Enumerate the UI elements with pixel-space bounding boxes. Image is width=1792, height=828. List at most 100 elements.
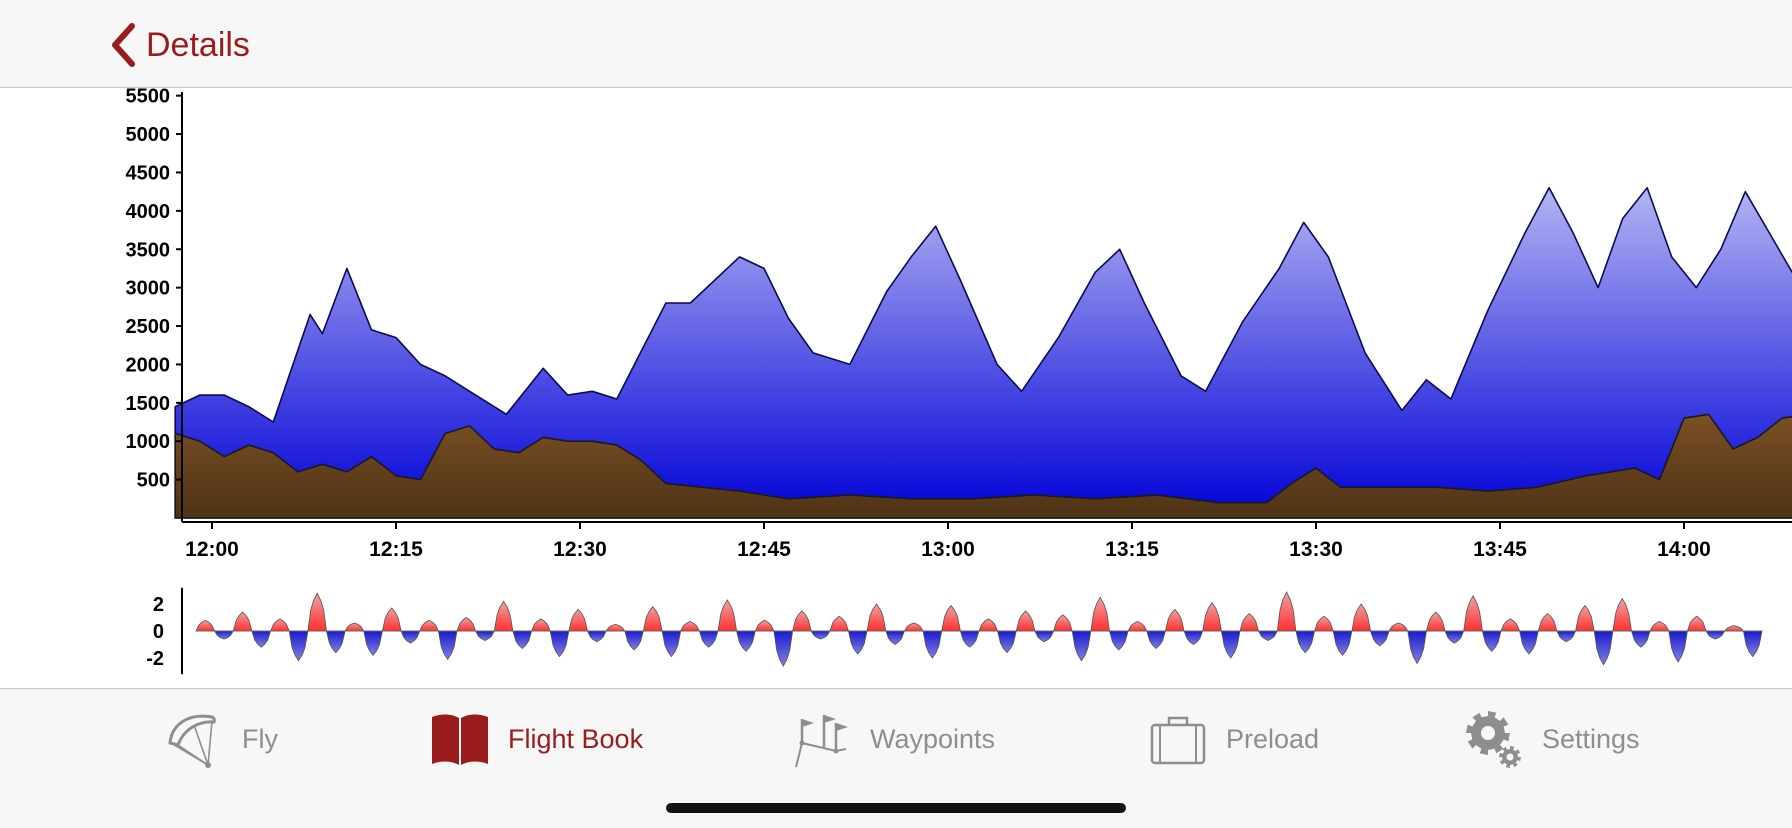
- tab-flight-book[interactable]: Flight Book: [430, 709, 643, 769]
- vario-sink-area: [959, 630, 980, 648]
- y-tick-label: 500: [137, 470, 170, 492]
- briefcase-icon: [1150, 716, 1206, 765]
- vario-sink-area: [698, 630, 719, 648]
- y-tick-label: 3000: [126, 278, 171, 300]
- vario-sink-area: [1593, 630, 1614, 666]
- vario-climb-area: [1686, 615, 1707, 632]
- vario-sink-area: [400, 630, 421, 644]
- vario-sink-area: [363, 630, 383, 656]
- vario-sink-area: [885, 630, 905, 645]
- vario-sink-area: [773, 630, 794, 667]
- vario-sink-area: [1108, 630, 1129, 651]
- vario-climb-area: [1127, 621, 1148, 632]
- vario-climb-area: [1388, 622, 1409, 632]
- vario-climb-area: [903, 622, 924, 632]
- vario-sink-area: [1146, 630, 1166, 650]
- vario-sink-area: [624, 630, 644, 651]
- vario-sink-area: [922, 630, 943, 659]
- vario-climb-area: [680, 621, 701, 632]
- vario-sink-area: [512, 630, 533, 650]
- y-tick-label: 2500: [126, 316, 171, 338]
- x-tick-label: 13:00: [921, 538, 975, 561]
- vario-climb-area: [866, 603, 887, 632]
- tab-preload[interactable]: Preload: [1148, 709, 1319, 769]
- vario-sink-area: [586, 630, 607, 643]
- vario-climb-area: [1276, 590, 1297, 632]
- vario-sink-area: [474, 630, 495, 641]
- tab-fly[interactable]: Fly: [164, 709, 278, 769]
- vario-sink-area: [1668, 630, 1688, 663]
- vario-climb-area: [530, 618, 551, 632]
- vario-climb-area: [381, 607, 402, 632]
- y-tick-label: 4500: [126, 162, 171, 184]
- vario-climb-area: [1463, 595, 1483, 632]
- vario-climb-area: [419, 619, 440, 632]
- tab-waypoints[interactable]: Waypoints: [792, 709, 995, 769]
- vario-sink-area: [1071, 630, 1092, 662]
- vario-y-tick-label: -2: [146, 648, 164, 670]
- altitude-chart: 500 1000 1500 2000 2500 3000 3500 4000 4500 5000 5…: [126, 88, 1792, 561]
- vario-sink-area: [736, 630, 756, 652]
- y-tick-label: 5000: [126, 124, 171, 146]
- vario-climb-area: [568, 608, 589, 632]
- vario-sink-area: [1220, 630, 1241, 659]
- back-button[interactable]: Details: [110, 18, 250, 72]
- paraglider-icon: [168, 714, 216, 768]
- tab-fly-label: Fly: [242, 723, 278, 754]
- vario-climb-area: [754, 619, 775, 632]
- vario-sink-area: [251, 630, 272, 648]
- vario-climb-area: [717, 599, 738, 632]
- vario-climb-area: [195, 619, 216, 632]
- y-tick-label: 1500: [126, 393, 171, 415]
- vario-climb-area: [1239, 612, 1260, 632]
- vario-sink-area: [1332, 630, 1353, 656]
- vario-climb-area: [1202, 601, 1222, 632]
- vario-climb-area: [829, 615, 850, 632]
- vario-sink-area: [1295, 630, 1316, 654]
- vario-climb-area: [1612, 597, 1632, 632]
- tab-settings[interactable]: Settings: [1464, 709, 1640, 769]
- vario-climb-area: [1500, 618, 1521, 632]
- vario-sink-area: [1034, 630, 1055, 643]
- gear-icon: [1466, 711, 1521, 768]
- vario-sink-area: [325, 630, 346, 654]
- vario-climb-area: [1164, 608, 1185, 632]
- chevron-left-icon: [112, 23, 135, 67]
- tab-waypoints-label: Waypoints: [870, 723, 996, 754]
- charts-svg: 500 1000 1500 2000 2500 3000 3500 4000 4500 5000 5…: [126, 88, 1792, 675]
- vario-sink-area: [437, 630, 458, 661]
- x-tick-label: 13:45: [1473, 538, 1527, 561]
- y-tick-label: 3500: [126, 239, 171, 261]
- vario-sink-area: [810, 630, 831, 640]
- tab-settings-label: Settings: [1542, 723, 1640, 754]
- vario-sink-area: [661, 630, 682, 658]
- vario-climb-area: [1351, 603, 1371, 632]
- x-tick-label: 13:30: [1289, 538, 1343, 561]
- vario-climb-area: [1537, 612, 1558, 632]
- vario-climb-area: [1053, 614, 1073, 632]
- vario-y-tick-label: 2: [153, 594, 164, 616]
- vario-climb-area: [605, 623, 626, 632]
- vario-climb-area: [1090, 596, 1110, 632]
- vario-sink-area: [1630, 630, 1651, 648]
- vario-climb-area: [307, 592, 327, 632]
- tab-flight-book-label: Flight Book: [508, 723, 644, 754]
- vario-climb-area: [642, 606, 663, 632]
- vario-climb-area: [1425, 611, 1446, 632]
- vario-climb-area: [344, 622, 365, 632]
- flight-chart-area: 500 1000 1500 2000 2500 3000 3500 4000 4500 5000 5…: [0, 88, 1792, 688]
- y-tick-label: 5500: [126, 88, 171, 108]
- book-icon: [432, 714, 488, 765]
- x-tick-label: 12:45: [737, 538, 791, 561]
- vario-sink-area: [997, 630, 1017, 654]
- vario-sink-area: [1705, 630, 1726, 640]
- vario-sink-area: [1407, 630, 1427, 665]
- vario-sink-area: [1257, 630, 1278, 641]
- flags-icon: [795, 715, 848, 768]
- vario-climb-area: [493, 600, 514, 632]
- vario-climb-area: [1649, 621, 1670, 632]
- x-tick-label: 12:30: [553, 538, 607, 561]
- vario-climb-area: [1575, 604, 1595, 632]
- vario-chart: 2 0 -2: [146, 587, 1763, 675]
- x-tick-label: 12:00: [185, 538, 239, 561]
